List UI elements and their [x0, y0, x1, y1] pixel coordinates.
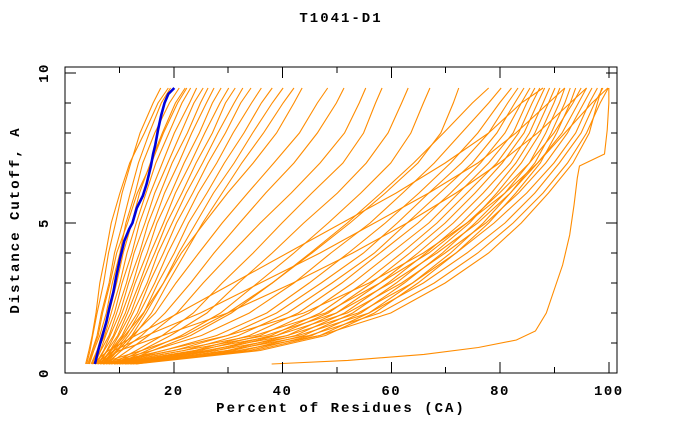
- model-curve: [108, 87, 525, 365]
- model-curve: [130, 87, 566, 365]
- highlight-curve: [93, 87, 176, 365]
- outlier-model-curve: [271, 88, 610, 365]
- model-curve: [124, 87, 604, 365]
- model-curve: [105, 87, 519, 365]
- model-curve: [103, 87, 273, 365]
- model-curve: [92, 87, 198, 365]
- model-curve: [94, 87, 209, 365]
- x-tick-label: 40: [273, 384, 293, 400]
- model-curve: [87, 87, 171, 365]
- model-curve: [110, 87, 383, 365]
- model-curve: [122, 87, 551, 365]
- model-curve: [108, 87, 367, 365]
- x-axis-title: Percent of Residues (CA): [216, 401, 466, 417]
- model-curve: [113, 87, 409, 365]
- model-curve: [97, 87, 587, 365]
- model-curve: [116, 87, 431, 365]
- model-curve: [98, 87, 230, 365]
- model-curve: [97, 87, 490, 365]
- model-curve: [119, 87, 598, 365]
- y-tick-label: 10: [37, 63, 53, 83]
- x-tick-label: 0: [60, 384, 70, 400]
- model-curve: [102, 87, 262, 365]
- model-curve: [130, 87, 609, 365]
- model-curve: [108, 87, 588, 365]
- y-tick-label: 5: [37, 218, 53, 228]
- model-curve: [119, 87, 460, 365]
- model-curve: [91, 87, 192, 365]
- model-curve: [135, 87, 603, 365]
- model-curves: [85, 87, 610, 365]
- model-curve: [102, 87, 512, 365]
- y-tick-label: 0: [37, 368, 53, 378]
- model-curve: [94, 87, 566, 365]
- model-curve: [102, 87, 329, 365]
- x-tick-label: 80: [490, 384, 510, 400]
- model-curve: [97, 87, 222, 365]
- model-curve: [99, 87, 236, 365]
- model-curve: [100, 87, 244, 365]
- plot-frame: [64, 66, 618, 374]
- x-tick-label: 60: [381, 384, 401, 400]
- model-curve: [101, 87, 252, 365]
- model-curve: [86, 87, 162, 365]
- model-curve: [85, 87, 169, 365]
- x-tick-label: 20: [164, 384, 184, 400]
- model-curve: [113, 87, 609, 365]
- model-curve: [91, 87, 544, 365]
- tick-labels: 0 20 40 60 80 100 0 5 10: [37, 63, 624, 400]
- model-curve: [113, 87, 593, 365]
- model-curve: [111, 87, 531, 365]
- model-curve: [96, 87, 215, 365]
- axes: [64, 66, 618, 374]
- model-curve: [88, 87, 188, 365]
- plot-title: T1041-D1: [299, 11, 383, 27]
- model-curve: [99, 87, 303, 365]
- model-curve: [102, 87, 582, 365]
- model-curve: [100, 87, 502, 365]
- model-curve: [93, 87, 204, 365]
- model-curve: [119, 87, 546, 365]
- model-curve: [105, 87, 345, 365]
- model-curve: [135, 87, 577, 365]
- x-tick-label: 100: [594, 384, 624, 400]
